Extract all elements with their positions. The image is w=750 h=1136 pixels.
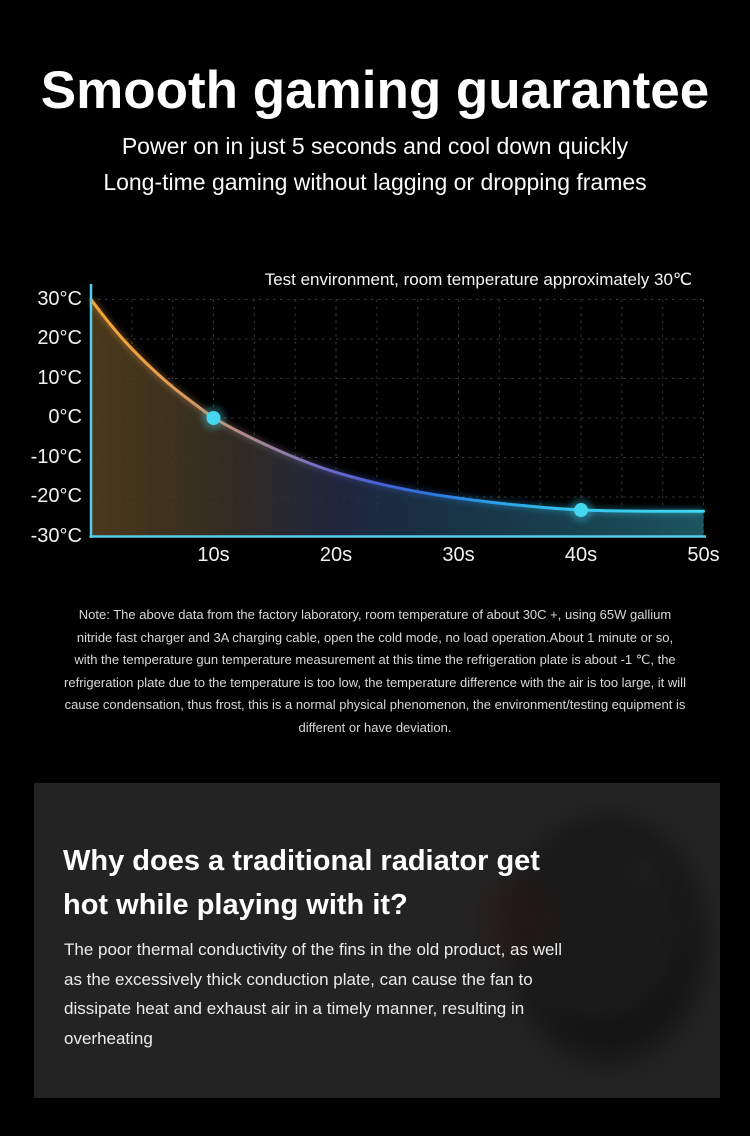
highlight-data-point [569, 498, 593, 523]
page-title: Smooth gaming guarantee [40, 61, 710, 120]
y-axis-tick-label: 10°C [37, 366, 82, 389]
chart-note: Note: The above data from the factory la… [64, 607, 686, 735]
y-axis-tick-label: -10°C [30, 445, 82, 468]
x-axis-tick-label: 30s [442, 544, 475, 566]
x-axis-tick-label: 40s [564, 544, 598, 566]
section-heading-line2: hot while playing with it? [63, 889, 408, 921]
why-radiator-hot-section: Why does a traditional radiator get hot … [34, 783, 720, 1098]
hero-subtitle-line1: Power on in just 5 seconds and cool down… [121, 133, 629, 159]
y-axis-tick-label: -30°C [30, 524, 82, 547]
section-heading-line1: Why does a traditional radiator get [63, 845, 540, 877]
section-body-text: The poor thermal conductivity of the fin… [64, 940, 562, 1048]
y-axis-tick-label: -20°C [30, 485, 82, 507]
y-axis-tick-label: 0°C [48, 406, 82, 428]
blurred-radiator-product-image [365, 783, 720, 1098]
section-heading: Why does a traditional radiator get hot … [63, 839, 583, 927]
chart-annotation: Test environment, room temperature appro… [264, 270, 692, 289]
x-axis-tick-label: 10s [197, 544, 230, 566]
hero-subtitle-line2: Long-time gaming without lagging or drop… [103, 169, 647, 195]
x-axis-tick-label: 50s [687, 544, 720, 566]
highlight-data-point [201, 406, 226, 430]
y-axis-tick-label: 30°C [37, 287, 82, 310]
x-axis-tick-label: 20s [319, 544, 353, 566]
y-axis-tick-label: 20°C [37, 327, 82, 349]
